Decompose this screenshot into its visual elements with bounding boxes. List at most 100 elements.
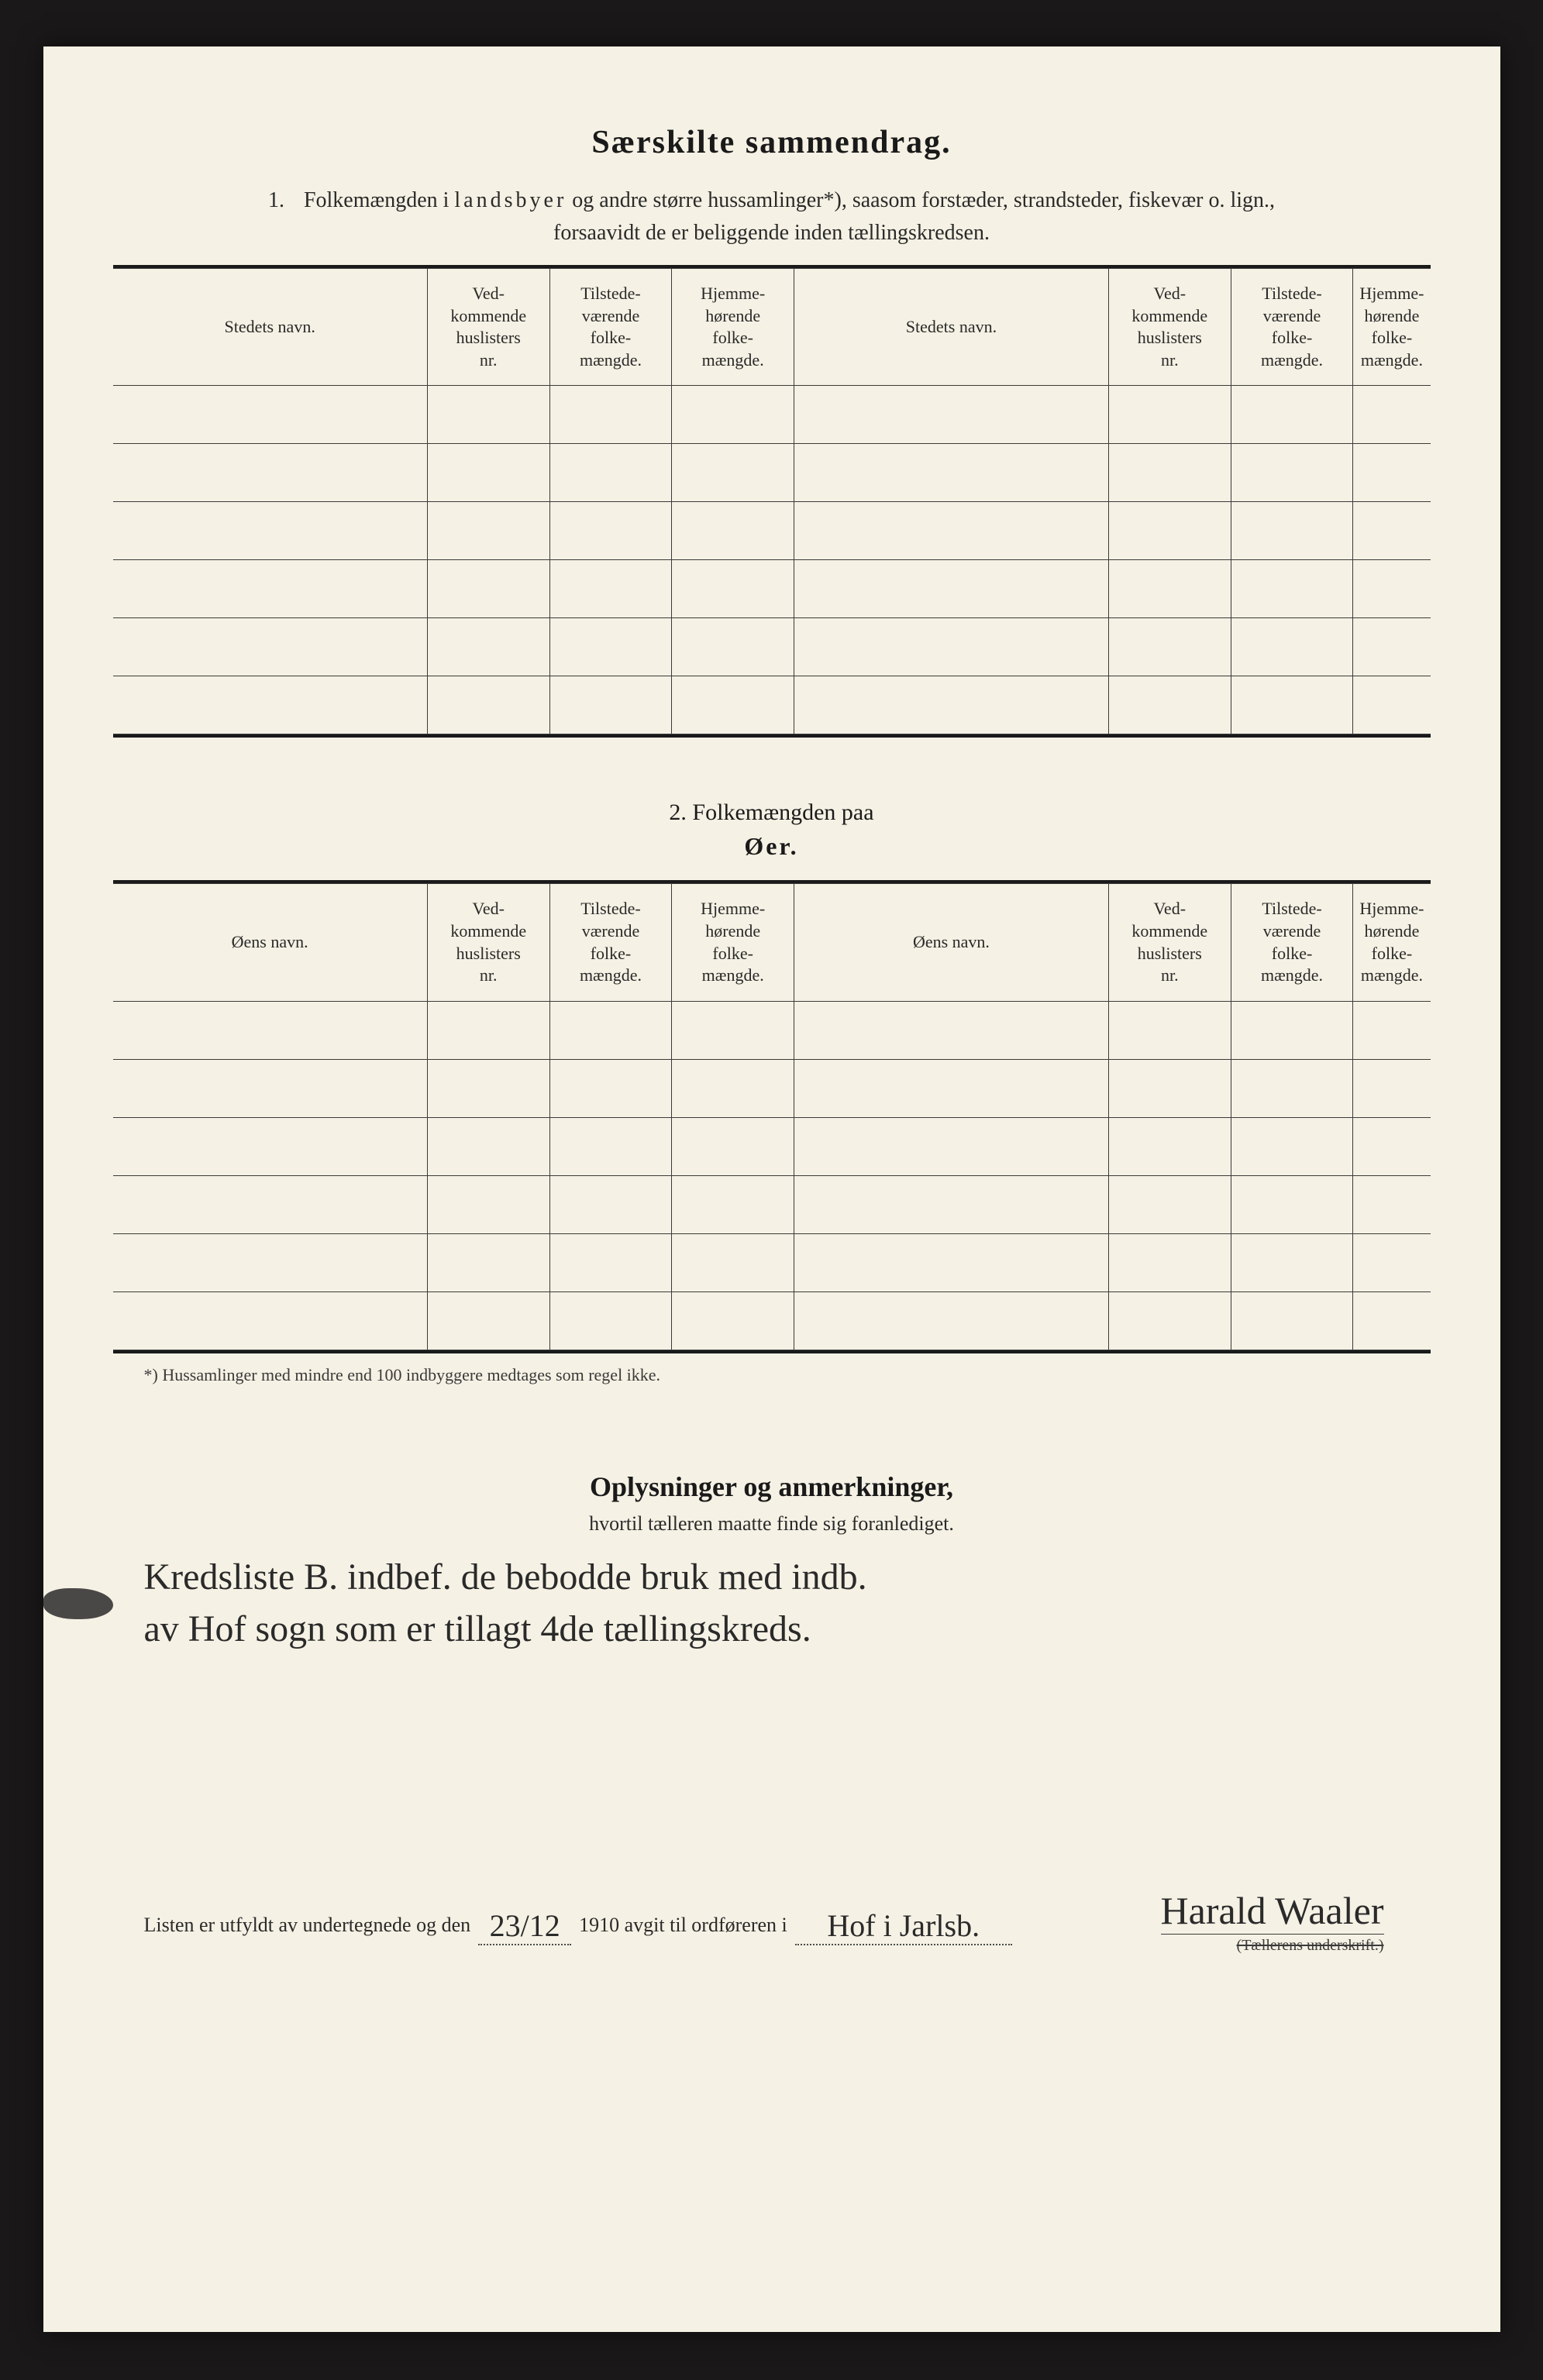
table1-header-row: Stedets navn. Ved-kommendehuslistersnr. … <box>113 269 1431 386</box>
table-cell <box>672 1059 794 1117</box>
table-cell <box>1231 502 1353 560</box>
table-cell <box>794 676 1109 734</box>
section2-title: 2. Folkemængden paa <box>113 800 1431 826</box>
table-cell <box>672 676 794 734</box>
ink-smudge <box>43 1588 113 1619</box>
table-cell <box>113 1059 428 1117</box>
section1-line2: forsaavidt de er beliggende inden tællin… <box>553 221 990 245</box>
table-cell <box>1231 560 1353 618</box>
section2-subtitle: Øer. <box>113 832 1431 861</box>
table-cell <box>1108 676 1231 734</box>
signature-name: Harald Waaler <box>1161 1887 1384 1934</box>
table-cell <box>427 618 549 676</box>
table1-col7: Tilstede-værendefolke-mængde. <box>1231 269 1353 386</box>
handwriting-line2: av Hof sogn som er tillagt 4de tællingsk… <box>144 1603 1400 1655</box>
table-cell <box>549 386 672 444</box>
table-cell <box>549 1175 672 1233</box>
table-cell <box>113 1001 428 1059</box>
signoff-prefix: Listen er utfyldt av undertegnede og den <box>144 1914 471 1937</box>
table-cell <box>427 502 549 560</box>
table-cell <box>1231 1059 1353 1117</box>
main-title: Særskilte sammendrag. <box>113 124 1431 161</box>
table2-frame: Øens navn. Ved-kommendehuslistersnr. Til… <box>113 880 1431 1353</box>
table-cell <box>672 386 794 444</box>
table2-header-row: Øens navn. Ved-kommendehuslistersnr. Til… <box>113 884 1431 1001</box>
handwriting-line1: Kredsliste B. indbef. de bebodde bruk me… <box>144 1551 1400 1603</box>
table-row <box>113 444 1431 502</box>
table2-col1: Øens navn. <box>113 884 428 1001</box>
table1-col8: Hjemme-hørendefolke-mængde. <box>1353 269 1431 386</box>
table2-col8: Hjemme-hørendefolke-mængde. <box>1353 884 1431 1001</box>
table-cell <box>672 502 794 560</box>
table-cell <box>1231 1175 1353 1233</box>
table-cell <box>1108 502 1231 560</box>
table-cell <box>113 1233 428 1291</box>
table-cell <box>113 502 428 560</box>
table-cell <box>427 1291 549 1350</box>
table-cell <box>794 444 1109 502</box>
table1-col4: Hjemme-hørendefolke-mængde. <box>672 269 794 386</box>
table1-col3: Tilstede-værendefolke-mængde. <box>549 269 672 386</box>
table-cell <box>794 1291 1109 1350</box>
table2-col3: Tilstede-værendefolke-mængde. <box>549 884 672 1001</box>
table-cell <box>1353 560 1431 618</box>
table1-frame: Stedets navn. Ved-kommendehuslistersnr. … <box>113 265 1431 738</box>
table-cell <box>1353 618 1431 676</box>
table-cell <box>549 502 672 560</box>
table-cell <box>1231 1117 1353 1175</box>
table-row <box>113 1059 1431 1117</box>
table-cell <box>1108 1233 1231 1291</box>
table-cell <box>672 1175 794 1233</box>
table-cell <box>794 502 1109 560</box>
section1-intro: 1. Folkemængden i landsbyer og andre stø… <box>113 184 1431 249</box>
table-cell <box>427 444 549 502</box>
signature-block: Hof i Jarlsb. Harald Waaler (Tællerens u… <box>1161 1887 1384 1955</box>
table-cell <box>794 1175 1109 1233</box>
table-cell <box>427 676 549 734</box>
table-cell <box>113 560 428 618</box>
table-cell <box>549 560 672 618</box>
table-cell <box>1231 1001 1353 1059</box>
table2-body <box>113 1001 1431 1350</box>
table-cell <box>794 618 1109 676</box>
table-row <box>113 676 1431 734</box>
table-cell <box>794 1001 1109 1059</box>
table1-body <box>113 386 1431 734</box>
table-cell <box>794 1233 1109 1291</box>
table-cell <box>113 444 428 502</box>
table-cell <box>672 444 794 502</box>
table-cell <box>1231 1233 1353 1291</box>
table-cell <box>672 1233 794 1291</box>
table-cell <box>1231 676 1353 734</box>
section1-text-a: Folkemængden i <box>304 188 454 212</box>
table-row <box>113 1175 1431 1233</box>
table-cell <box>794 1117 1109 1175</box>
table-cell <box>427 1175 549 1233</box>
table-cell <box>1231 1291 1353 1350</box>
table-cell <box>549 444 672 502</box>
table-cell <box>1353 386 1431 444</box>
table-cell <box>427 386 549 444</box>
table-cell <box>794 1059 1109 1117</box>
table-cell <box>1353 676 1431 734</box>
table-cell <box>113 1117 428 1175</box>
table2-col7: Tilstede-værendefolke-mængde. <box>1231 884 1353 1001</box>
table-cell <box>549 618 672 676</box>
table2-col6: Ved-kommendehuslistersnr. <box>1108 884 1231 1001</box>
remarks-subtitle: hvortil tælleren maatte finde sig foranl… <box>113 1512 1431 1536</box>
table-cell <box>427 1001 549 1059</box>
section1-text-landsbyer: landsbyer <box>454 188 567 212</box>
table1-col5: Stedets navn. <box>794 269 1109 386</box>
table1-col2: Ved-kommendehuslistersnr. <box>427 269 549 386</box>
table-cell <box>672 1001 794 1059</box>
table-cell <box>549 1233 672 1291</box>
table-cell <box>113 1291 428 1350</box>
signoff-date: 23/12 <box>478 1907 571 1945</box>
section1-text-c: og andre større hussamlinger*), saasom f… <box>567 188 1275 212</box>
table-row <box>113 1001 1431 1059</box>
table-row <box>113 1233 1431 1291</box>
table-cell <box>427 1233 549 1291</box>
table-cell <box>1108 1059 1231 1117</box>
table-row <box>113 386 1431 444</box>
table-cell <box>794 386 1109 444</box>
